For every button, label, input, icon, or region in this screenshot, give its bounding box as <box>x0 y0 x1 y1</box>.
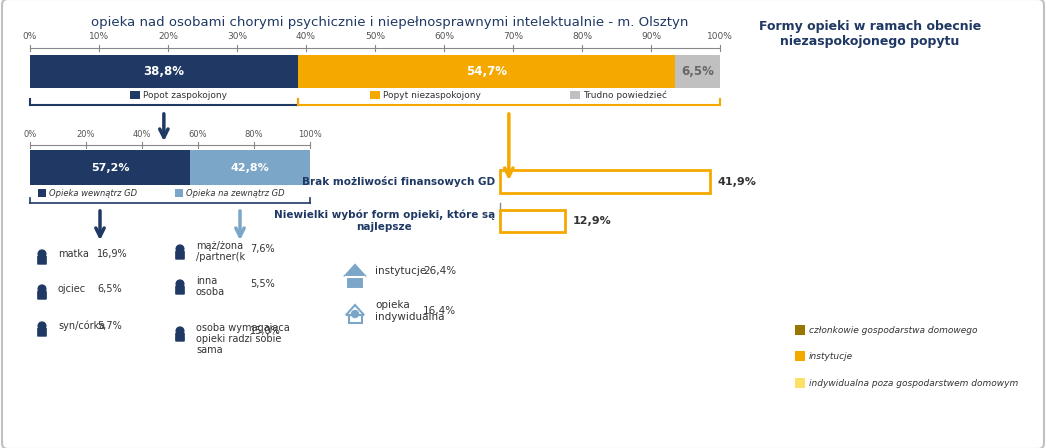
Circle shape <box>38 322 46 330</box>
Text: 20%: 20% <box>158 32 178 41</box>
Bar <box>30 55 297 88</box>
Text: ojciec: ojciec <box>58 284 86 294</box>
Text: 40%: 40% <box>133 130 151 139</box>
Text: członkowie gospodarstwa domowego: członkowie gospodarstwa domowego <box>809 326 978 335</box>
Bar <box>500 210 564 232</box>
Bar <box>795 378 805 388</box>
Bar <box>175 189 183 197</box>
Text: 16,4%: 16,4% <box>423 306 456 316</box>
Text: opieki radzi sobie: opieki radzi sobie <box>196 334 282 344</box>
Text: mąż/żona: mąż/żona <box>196 241 243 251</box>
Text: 26,4%: 26,4% <box>423 266 456 276</box>
Bar <box>38 189 46 197</box>
Text: /partner(k: /partner(k <box>196 252 245 262</box>
Text: 5,7%: 5,7% <box>97 321 121 331</box>
Circle shape <box>176 280 184 288</box>
Text: 38,8%: 38,8% <box>143 65 184 78</box>
Circle shape <box>352 310 358 318</box>
FancyBboxPatch shape <box>175 251 185 260</box>
Text: Popyt niezaspokojony: Popyt niezaspokojony <box>383 90 481 99</box>
Text: matka: matka <box>58 249 89 259</box>
Bar <box>30 150 191 185</box>
Text: Trudno powiedzieć: Trudno powiedzieć <box>583 90 667 100</box>
Text: 100%: 100% <box>707 32 733 41</box>
Bar <box>370 91 380 99</box>
Wedge shape <box>903 132 984 252</box>
Text: 16,9%: 16,9% <box>97 249 128 259</box>
Text: 80%: 80% <box>572 32 592 41</box>
Bar <box>795 325 805 335</box>
Bar <box>130 91 140 99</box>
Text: 6,5%: 6,5% <box>682 65 714 78</box>
Circle shape <box>176 327 184 335</box>
Text: 7,6%: 7,6% <box>250 244 274 254</box>
Bar <box>349 314 361 323</box>
Text: sama: sama <box>196 345 223 355</box>
FancyBboxPatch shape <box>37 327 47 337</box>
Bar <box>297 55 675 88</box>
Circle shape <box>176 245 184 253</box>
Text: 57,2%: 57,2% <box>91 163 130 172</box>
Text: indywidualna poza gospodarstwem domowym: indywidualna poza gospodarstwem domowym <box>809 379 1019 388</box>
Text: 20%: 20% <box>76 130 95 139</box>
Text: osoba wymagająca: osoba wymagająca <box>196 323 290 333</box>
Text: instytucje: instytucje <box>809 352 853 361</box>
FancyBboxPatch shape <box>175 286 185 295</box>
Bar <box>570 91 580 99</box>
Text: 42,8%: 42,8% <box>230 163 269 172</box>
Circle shape <box>38 285 46 293</box>
FancyBboxPatch shape <box>37 256 47 265</box>
Text: 60%: 60% <box>188 130 207 139</box>
Wedge shape <box>866 208 971 289</box>
Text: Brak możliwości finansowych GD: Brak możliwości finansowych GD <box>302 176 495 187</box>
Circle shape <box>38 250 46 258</box>
Text: 10%: 10% <box>89 32 109 41</box>
Text: Formy opieki w ramach obecnie
niezaspokojonego popytu: Formy opieki w ramach obecnie niezaspoko… <box>759 20 981 48</box>
Bar <box>500 170 710 193</box>
Text: Opieka wewnątrz GD: Opieka wewnątrz GD <box>49 189 137 198</box>
Text: 54,7%: 54,7% <box>466 65 507 78</box>
Polygon shape <box>343 263 367 276</box>
Text: 70%: 70% <box>503 32 524 41</box>
Text: inna: inna <box>196 276 217 286</box>
Text: 29,2%: 29,2% <box>929 186 970 199</box>
Text: Opieka na zewnątrz GD: Opieka na zewnątrz GD <box>186 189 285 198</box>
Text: 23,4%: 23,4% <box>895 249 936 262</box>
Text: opieka
indywidualna: opieka indywidualna <box>375 300 445 322</box>
Bar <box>191 150 310 185</box>
Wedge shape <box>822 128 928 280</box>
Text: Popot zaspokojony: Popot zaspokojony <box>143 90 227 99</box>
Text: 12,9%: 12,9% <box>573 216 611 226</box>
Text: 0%: 0% <box>23 130 37 139</box>
Text: 0%: 0% <box>23 32 38 41</box>
Text: instytucje: instytucje <box>375 266 426 276</box>
FancyBboxPatch shape <box>37 291 47 300</box>
FancyBboxPatch shape <box>175 333 185 342</box>
Text: 60%: 60% <box>433 32 454 41</box>
Text: 100%: 100% <box>298 130 321 139</box>
Text: osoba: osoba <box>196 287 225 297</box>
Text: 50%: 50% <box>365 32 385 41</box>
Bar <box>675 55 720 88</box>
Text: 90%: 90% <box>641 32 661 41</box>
Text: 41,9%: 41,9% <box>718 177 757 186</box>
Text: 40%: 40% <box>296 32 316 41</box>
Text: syn/córka: syn/córka <box>58 321 105 331</box>
Text: 5,5%: 5,5% <box>250 279 274 289</box>
Text: 80%: 80% <box>245 130 263 139</box>
Bar <box>795 351 805 361</box>
Text: 47,4%: 47,4% <box>838 183 878 196</box>
Text: opieka nad osobami chorymi psychicznie i niepełnosprawnymi intelektualnie - m. O: opieka nad osobami chorymi psychicznie i… <box>91 16 689 29</box>
Bar <box>346 276 364 289</box>
Text: 6,5%: 6,5% <box>97 284 121 294</box>
Text: 15,0%: 15,0% <box>250 326 281 336</box>
Text: Niewielki wybór form opieki, które są
najlepsze: Niewielki wybór form opieki, które są na… <box>273 210 495 232</box>
Text: 30%: 30% <box>227 32 247 41</box>
